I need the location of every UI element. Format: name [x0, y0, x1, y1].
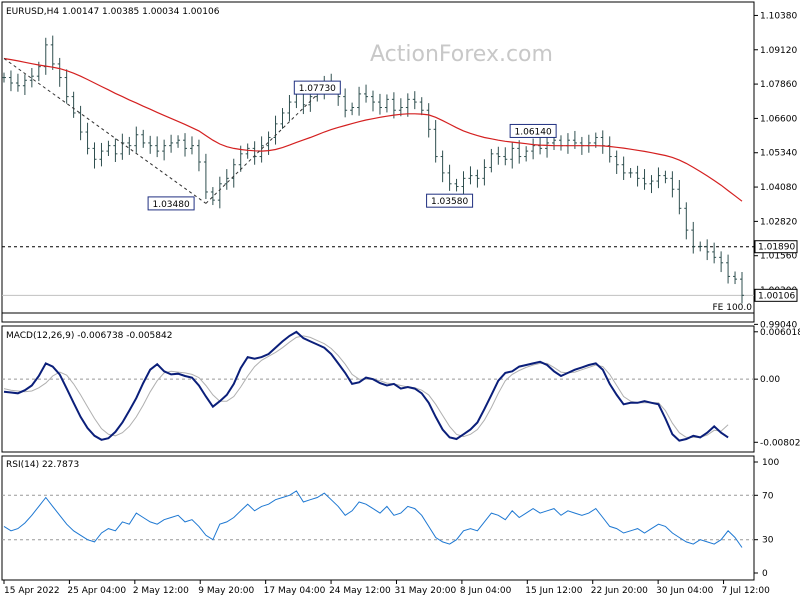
moving-average-line: [3, 57, 743, 202]
price-tag-label: 1.00106: [758, 291, 795, 301]
price-panel-frame: [1, 1, 755, 323]
rsi-line: [3, 490, 743, 548]
macd-line: [3, 330, 729, 442]
macd-ytick-label: 0.006018: [760, 328, 800, 338]
x-tick-label: 15 Apr 2022: [4, 586, 60, 596]
rsi-plot: 100 70 30 0: [2, 458, 779, 579]
macd-ytick-label: -0.00802: [760, 438, 800, 448]
x-tick-label: 8 Jun 04:00: [460, 586, 512, 596]
x-tick-label: 9 May 20:00: [198, 586, 254, 596]
price-tag-label: 1.01890: [758, 243, 795, 253]
price-ytick-label: 0.99040: [760, 320, 797, 330]
price-tag-box: [754, 288, 798, 302]
rsi-panel-frame: [1, 455, 755, 581]
rsi-ytick-label: 30: [762, 536, 774, 546]
price-ytick-label: 1.09120: [760, 46, 797, 56]
annotation-box: [147, 196, 195, 211]
watermark: ActionForex.com: [370, 42, 553, 67]
price-ytick-label: 1.02820: [760, 217, 797, 227]
x-tick-label: 22 Jun 20:00: [591, 586, 648, 596]
price-ytick-label: 1.01560: [760, 252, 797, 262]
fe-label: FE 100.0: [713, 303, 753, 313]
x-tick-label: 2 May 12:00: [133, 586, 189, 596]
price-ytick-label: 1.05340: [760, 149, 797, 159]
macd-plot: 0.006018 0.00 -0.00802: [2, 328, 800, 448]
x-tick-label: 24 May 12:00: [329, 586, 391, 596]
macd-signal-line: [3, 335, 729, 438]
price-plot: 1.10380 1.09120 1.07860 1.06600 1.05340 1.040…: [2, 11, 798, 330]
annotation-box: [426, 193, 474, 208]
annotation-label: 1.03580: [431, 197, 468, 207]
price-ytick-label: 1.07860: [760, 80, 797, 90]
x-tick-label: 25 Apr 04:00: [67, 586, 126, 596]
annotation-label: 1.03480: [152, 200, 189, 210]
x-tick-label: 30 Jun 04:00: [656, 586, 713, 596]
macd-ytick-label: 0.00: [760, 375, 780, 385]
rsi-ytick-label: 70: [762, 491, 774, 501]
annotation-label: 1.07730: [299, 84, 336, 94]
price-ytick-label: 1.06600: [760, 114, 797, 124]
annotation-box: [293, 80, 341, 95]
price-tag-box: [754, 240, 798, 254]
price-ytick-label: 1.04080: [760, 183, 797, 193]
rsi-ytick-label: 0: [762, 569, 768, 579]
price-ytick-label: 1.10380: [760, 11, 797, 21]
x-tick-label: 15 Jun 12:00: [525, 586, 582, 596]
x-tick-label: 17 May 04:00: [264, 586, 326, 596]
x-tick-label: 31 May 20:00: [394, 586, 456, 596]
x-tick-label: 7 Jul 12:00: [722, 586, 771, 596]
x-axis: 15 Apr 2022 25 Apr 04:00 2 May 12:00 9 May …: [3, 580, 771, 596]
macd-panel-frame: [1, 325, 755, 453]
rsi-ytick-label: 100: [762, 458, 779, 468]
macd-title: MACD(12,26,9) -0.006738 -0.005842: [6, 331, 172, 341]
price-title: EURUSD,H4 1.00147 1.00385 1.00034 1.0010…: [6, 7, 220, 17]
rsi-title: RSI(14) 22.7873: [6, 460, 79, 470]
annotation-label: 1.06140: [515, 127, 552, 137]
annotation-box: [509, 123, 557, 138]
